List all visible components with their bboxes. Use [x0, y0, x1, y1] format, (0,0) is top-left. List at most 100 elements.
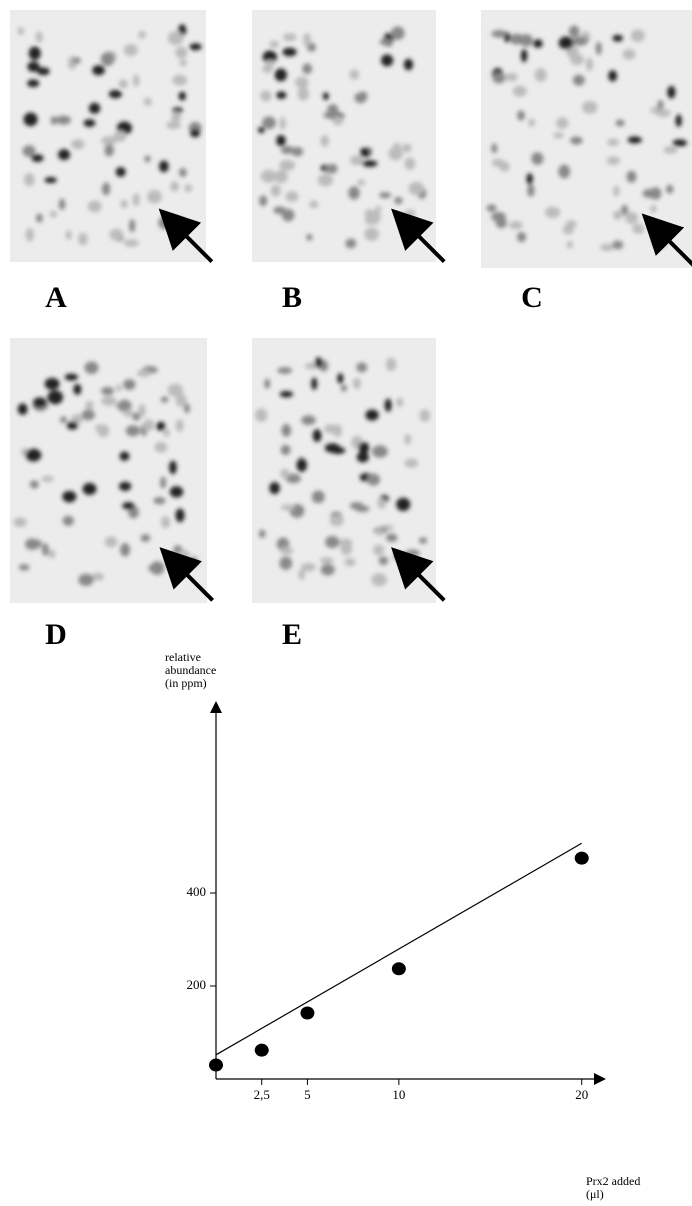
y-axis-label: (in ppm) [165, 676, 207, 690]
gel-spot [393, 552, 402, 560]
gel-spot [35, 31, 43, 43]
gel-spot [101, 136, 117, 146]
gel-spot [352, 377, 361, 390]
gel-spot [49, 210, 58, 218]
gel-spot [404, 433, 412, 445]
gel-spot [504, 73, 518, 82]
x-axis-label: Prx2 added [586, 1174, 640, 1188]
gel-spot [184, 184, 193, 193]
gel-spot [625, 212, 639, 225]
gel-spot [324, 443, 341, 453]
gel-spot [528, 118, 536, 127]
gel-spot [350, 155, 364, 166]
gel-spot [84, 361, 99, 375]
gel-image [252, 10, 446, 264]
data-point [391, 962, 406, 976]
gel-spot [129, 219, 136, 233]
gel-spot [119, 451, 130, 461]
gel-spot [320, 135, 329, 147]
gel-spot [108, 90, 122, 99]
gel-spot [255, 408, 268, 422]
gel-spot [140, 534, 151, 542]
gel-spot [385, 533, 398, 542]
gel-spot [621, 204, 629, 216]
gel-spot [169, 460, 177, 475]
gel-spot [317, 174, 334, 187]
gel-spot [419, 409, 431, 422]
x-tick-label: 2,5 [254, 1087, 270, 1102]
gel-spot [41, 543, 49, 556]
gel-image [252, 338, 446, 603]
gel-spot [78, 573, 94, 587]
gel-spot [138, 404, 146, 418]
gel-spot [104, 144, 115, 157]
gel-spot [403, 58, 414, 71]
gel-spot [31, 539, 43, 548]
gel-spot [612, 34, 624, 42]
gel-spot [378, 556, 389, 566]
gel-spot [175, 393, 187, 407]
gel-spot [17, 27, 25, 35]
arrow [391, 208, 446, 264]
gel-spot [123, 44, 138, 57]
gel-image [10, 10, 214, 264]
gel-spot [175, 419, 184, 432]
gel-spot [138, 30, 146, 39]
gel-spot [71, 139, 85, 150]
gel-spot [100, 52, 115, 66]
gel-spot [329, 515, 344, 527]
gel-spot [101, 386, 115, 396]
gel-spot [349, 69, 360, 80]
gel-spot [85, 400, 94, 410]
gel-spot [401, 143, 412, 153]
panel-label: C [521, 281, 543, 314]
gel-spot [355, 505, 370, 513]
gel-spot [159, 160, 169, 173]
gel-spot [600, 243, 615, 252]
gel-spot [295, 76, 309, 89]
gel-spot [375, 205, 382, 213]
gel-spot [558, 36, 574, 50]
gel-spot [348, 186, 360, 200]
gel-spot [531, 152, 544, 165]
gel-spot [534, 68, 547, 82]
gel-spot [178, 91, 186, 101]
gel-spot [340, 541, 353, 556]
gel-spot [18, 564, 30, 571]
gel-spot [491, 29, 508, 38]
gel-spot [396, 497, 411, 512]
gel-spot [125, 425, 141, 437]
gel-spot [492, 72, 506, 84]
gel-spot [48, 549, 56, 559]
gel-spot [101, 182, 111, 196]
gel-spot [269, 40, 280, 49]
gel-spot [37, 67, 50, 76]
gel-spot [119, 481, 132, 492]
gel-spot [581, 101, 598, 114]
gel-spot [296, 458, 308, 472]
gel-spot [177, 549, 190, 561]
gel-spot [144, 155, 151, 163]
gel-spot [104, 536, 118, 548]
gel-spot [66, 421, 78, 430]
data-point [574, 851, 589, 865]
arrow [391, 547, 446, 602]
gel-spot [612, 240, 624, 250]
gel-spot [519, 34, 533, 47]
gel-spot [184, 403, 191, 414]
gel-spot [303, 32, 311, 47]
gel-spot [132, 193, 140, 207]
gel-spot [362, 160, 378, 167]
gel-spot [36, 213, 43, 223]
gel-spot [262, 50, 278, 64]
arrow [641, 213, 692, 267]
gel-spot [58, 198, 66, 211]
gel-spot [377, 498, 387, 509]
gel-spot [675, 114, 682, 127]
gel-spot [262, 116, 276, 130]
gel-spot [27, 61, 40, 72]
gel-spot [258, 529, 266, 539]
gel-spot [606, 156, 621, 166]
gel-spot [22, 145, 36, 157]
gel-spot [23, 172, 35, 187]
